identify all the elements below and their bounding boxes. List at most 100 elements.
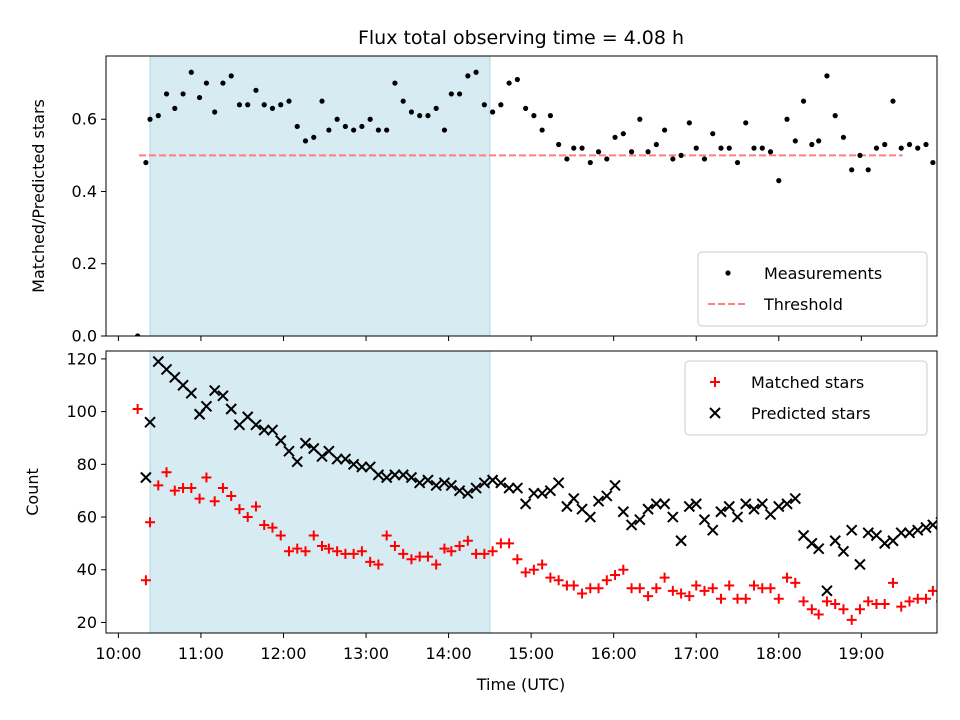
matched-point xyxy=(153,480,164,491)
matched-point xyxy=(806,604,817,615)
predicted-point xyxy=(430,479,442,492)
ratio-panel: 0.0 0.2 0.4 0.6 Matched/Predicted stars Measu… xyxy=(29,55,938,346)
predicted-point xyxy=(584,511,596,523)
matched-point xyxy=(348,548,359,559)
legend-box xyxy=(697,251,928,327)
measurement-point xyxy=(351,127,357,133)
matched-point xyxy=(838,604,849,615)
matched-point xyxy=(537,559,548,570)
matched-point xyxy=(593,583,604,594)
measurement-point xyxy=(776,178,782,184)
count-panel: 20 40 60 80 100 120 10:00 11:00 12:00 13:00 14:00 1… xyxy=(23,349,938,663)
matched-point xyxy=(140,575,151,586)
predicted-point xyxy=(217,390,229,402)
matched-point xyxy=(217,483,228,494)
matched-point xyxy=(904,596,915,607)
matched-point xyxy=(439,543,450,554)
predicted-point xyxy=(372,469,385,481)
matched-point xyxy=(715,593,726,604)
x-tick-label: 12:00 xyxy=(260,644,306,663)
x-tick-label: 18:00 xyxy=(756,644,802,663)
matched-point xyxy=(863,596,874,607)
matched-point xyxy=(283,546,294,557)
predicted-point xyxy=(935,516,937,529)
matched-point xyxy=(267,522,278,533)
measurement-point xyxy=(595,149,602,155)
ratio-y-axis-label: Matched/Predicted stars xyxy=(29,99,48,293)
matched-point xyxy=(226,490,237,501)
measurement-point xyxy=(587,159,593,166)
predicted-point xyxy=(634,513,646,526)
matched-point xyxy=(707,583,718,594)
measurement-point xyxy=(400,98,406,104)
matched-point xyxy=(406,554,417,565)
predicted-point xyxy=(601,490,613,502)
matched-point xyxy=(201,472,212,483)
measurement-point xyxy=(670,156,676,162)
x-tick-label: 10:00 xyxy=(95,644,141,663)
measurement-point xyxy=(236,102,243,108)
matched-point xyxy=(699,585,710,596)
predicted-point xyxy=(144,416,156,428)
predicted-point xyxy=(291,455,303,468)
predicted-point xyxy=(470,482,482,494)
measurement-point xyxy=(172,105,178,111)
predicted-point xyxy=(756,498,768,510)
matched-point xyxy=(454,541,465,552)
matched-point xyxy=(520,567,531,578)
matched-point xyxy=(308,530,319,541)
measurement-point xyxy=(212,109,218,115)
measurement-point xyxy=(392,80,398,86)
measurement-point xyxy=(408,109,415,115)
y-tick-label: 60 xyxy=(77,508,97,527)
predicted-point xyxy=(592,495,605,507)
measurement-point xyxy=(135,333,141,336)
matched-point xyxy=(512,554,523,565)
measurement-point xyxy=(726,145,732,151)
measurement-point xyxy=(792,138,798,144)
predicted-point xyxy=(568,492,580,505)
predicted-point xyxy=(723,500,735,513)
x-tick-label: 16:00 xyxy=(591,644,637,663)
predicted-point xyxy=(715,506,727,518)
matched-point xyxy=(854,604,865,615)
matched-point xyxy=(634,583,645,594)
predicted-point xyxy=(389,469,401,481)
predicted-point xyxy=(266,424,279,436)
x-tick-label: 11:00 xyxy=(178,644,224,663)
y-tick-label: 40 xyxy=(77,560,97,579)
measurement-point xyxy=(294,123,300,130)
measurement-point xyxy=(767,149,774,155)
predicted-point xyxy=(650,498,663,510)
measurement-point xyxy=(481,102,487,108)
predicted-point xyxy=(486,474,499,486)
measurement-point xyxy=(334,116,340,122)
predicted-point xyxy=(503,482,515,494)
predicted-point xyxy=(405,471,418,484)
predicted-point xyxy=(356,461,368,473)
measurement-point xyxy=(915,145,921,151)
measurement-point xyxy=(143,159,149,166)
measurement-point xyxy=(253,87,259,93)
matched-point xyxy=(462,535,473,546)
predicted-point xyxy=(536,487,548,500)
legend-entry-label: Predicted stars xyxy=(751,404,871,423)
predicted-point xyxy=(200,400,213,413)
matched-point xyxy=(830,599,841,610)
measurement-point xyxy=(710,131,716,137)
matched-point xyxy=(601,575,612,586)
matched-point xyxy=(643,591,654,602)
predicted-point xyxy=(283,445,295,457)
matched-point xyxy=(610,570,621,581)
measurement-point xyxy=(620,131,626,137)
x-tick-label: 14:00 xyxy=(426,644,472,663)
predicted-point xyxy=(495,477,507,489)
measurement-point xyxy=(579,145,585,151)
count-plot-area xyxy=(132,355,937,625)
predicted-point xyxy=(453,484,466,497)
matched-point xyxy=(259,519,270,530)
measurement-point xyxy=(718,145,724,151)
matched-point xyxy=(194,493,205,504)
measurement-point xyxy=(832,113,838,119)
